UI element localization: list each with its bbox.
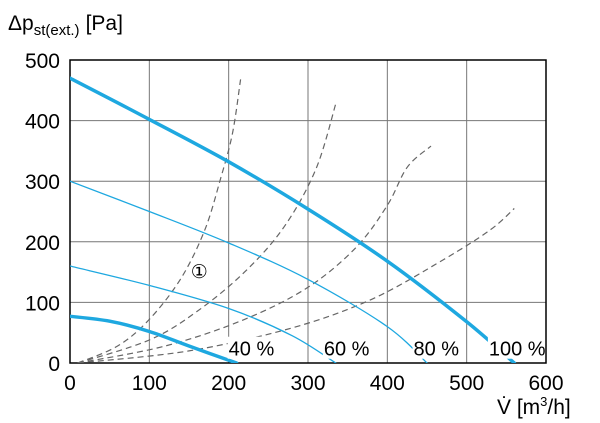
curve-marker-1: ① bbox=[191, 262, 208, 283]
percent-label-background bbox=[322, 336, 365, 359]
percent-label: 100 % bbox=[489, 339, 546, 361]
x-tick-label: 0 bbox=[64, 372, 76, 395]
fan-curves bbox=[70, 76, 517, 363]
x-tick-labels: 0 100 200 300 400 500 600 bbox=[64, 372, 563, 395]
percent-label: 80 % bbox=[414, 339, 460, 361]
x-tick-label: 200 bbox=[211, 372, 246, 395]
system-curves bbox=[77, 79, 515, 363]
fan-curve-thin bbox=[70, 265, 337, 363]
x-tick-label: 300 bbox=[290, 372, 325, 395]
grid-lines bbox=[70, 60, 546, 363]
x-axis-title: V̇ [m3/h] bbox=[497, 394, 571, 419]
x-tick-label: 400 bbox=[370, 372, 405, 395]
y-tick-labels: 0 100 200 300 400 500 bbox=[25, 50, 60, 376]
y-tick-label: 0 bbox=[48, 353, 60, 376]
percent-label-background bbox=[487, 336, 541, 359]
curve-annotation: ① bbox=[191, 262, 208, 283]
plot-frame bbox=[69, 59, 547, 364]
fan-curve-thin bbox=[70, 180, 428, 363]
system-curve bbox=[77, 79, 242, 363]
y-tick-label: 300 bbox=[25, 171, 60, 194]
y-tick-label: 400 bbox=[25, 111, 60, 134]
x-tick-label: 500 bbox=[449, 372, 484, 395]
system-curve bbox=[77, 103, 337, 363]
x-tick-label: 100 bbox=[132, 372, 167, 395]
fan-curve-thick bbox=[70, 314, 239, 363]
percent-labels: 40 % 60 % 80 % 100 % bbox=[227, 336, 546, 361]
y-tick-label: 100 bbox=[25, 292, 60, 315]
percent-label: 40 % bbox=[229, 339, 275, 361]
y-tick-label: 500 bbox=[25, 50, 60, 73]
percent-label-background bbox=[412, 336, 455, 359]
x-tick-label: 600 bbox=[528, 372, 563, 395]
y-tick-label: 200 bbox=[25, 232, 60, 255]
system-curve bbox=[77, 145, 432, 363]
y-axis-title: Δpst(ext.) [Pa] bbox=[8, 12, 123, 39]
percent-label-background bbox=[227, 336, 270, 359]
percent-label: 60 % bbox=[324, 339, 370, 361]
fan-curve-thick bbox=[70, 76, 517, 363]
